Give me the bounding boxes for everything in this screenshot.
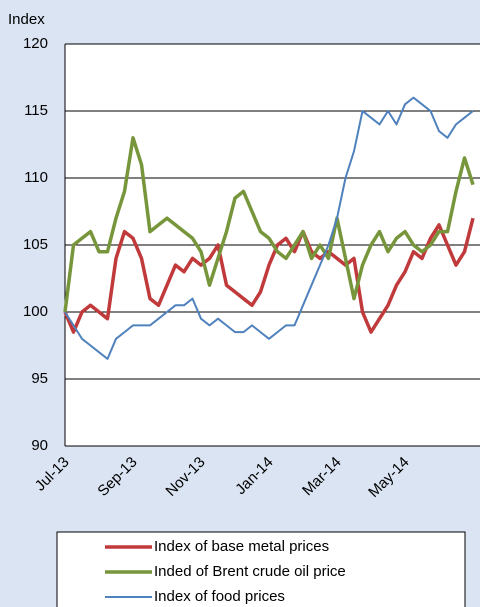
legend — [56, 531, 466, 607]
legend-label: Inded of Brent crude oil price — [154, 563, 346, 580]
series-line — [64, 96, 474, 360]
y-tick-label: 120 — [23, 35, 48, 52]
y-tick-label: 95 — [31, 370, 48, 387]
y-tick-label: 110 — [24, 169, 48, 186]
y-tick-label: 105 — [23, 236, 48, 253]
y-axis-label: Index — [8, 11, 45, 28]
y-tick-label: 100 — [23, 303, 48, 320]
x-tick-label: May-14 — [365, 454, 412, 501]
y-tick-label: 90 — [31, 437, 48, 454]
series-line — [63, 136, 475, 313]
x-tick-label: Sep-13 — [94, 454, 140, 500]
series-line — [63, 217, 475, 334]
legend-label: Index of food prices — [154, 588, 285, 605]
x-tick-label: Jul-13 — [32, 454, 73, 495]
y-tick-label: 115 — [24, 102, 48, 119]
x-tick-label: Nov-13 — [162, 454, 208, 500]
x-tick-label: Mar-14 — [299, 454, 345, 500]
legend-label: Index of base metal prices — [154, 538, 329, 555]
x-tick-label: Jan-14 — [232, 454, 276, 498]
